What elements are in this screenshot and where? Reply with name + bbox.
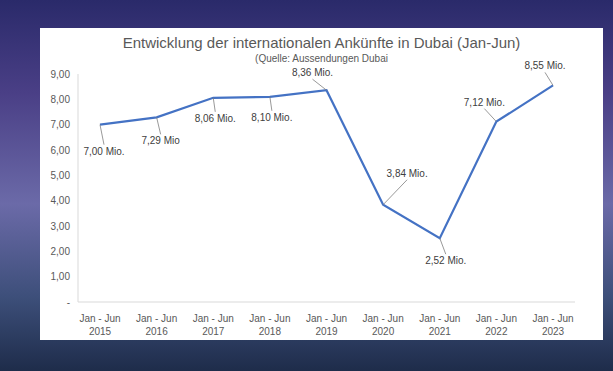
svg-text:8,55 Mio.: 8,55 Mio. xyxy=(524,60,565,71)
svg-text:2,00: 2,00 xyxy=(51,246,71,257)
svg-text:8,36 Mio.: 8,36 Mio. xyxy=(292,67,333,78)
svg-text:3,84 Mio.: 3,84 Mio. xyxy=(387,168,428,179)
svg-text:8,06 Mio.: 8,06 Mio. xyxy=(195,113,236,124)
svg-text:Jan - Jun2022: Jan - Jun2022 xyxy=(476,313,517,337)
svg-text:7,29 Mio: 7,29 Mio xyxy=(141,135,180,146)
svg-text:Jan - Jun2023: Jan - Jun2023 xyxy=(532,313,573,337)
svg-text:Jan - Jun2016: Jan - Jun2016 xyxy=(136,313,177,337)
svg-text:7,00: 7,00 xyxy=(51,119,71,130)
svg-text:9,00: 9,00 xyxy=(51,69,71,80)
svg-text:1,00: 1,00 xyxy=(51,271,71,282)
svg-text:Jan - Jun2018: Jan - Jun2018 xyxy=(249,313,290,337)
svg-text:8,10 Mio.: 8,10 Mio. xyxy=(251,112,292,123)
svg-text:8,00: 8,00 xyxy=(51,94,71,105)
html-text:Entwicklung der internationale: Entwicklung der internationalen Ankünfte… xyxy=(122,34,521,51)
svg-text:Jan - Jun2015: Jan - Jun2015 xyxy=(79,313,120,337)
svg-text:4,00: 4,00 xyxy=(51,195,71,206)
svg-text:5,00: 5,00 xyxy=(51,170,71,181)
svg-text:Jan - Jun2017: Jan - Jun2017 xyxy=(193,313,234,337)
svg-text:7,12 Mio.: 7,12 Mio. xyxy=(464,97,505,108)
svg-text:Jan - Jun2019: Jan - Jun2019 xyxy=(306,313,347,337)
html-text:(Quelle: Aussendungen Dubai: (Quelle: Aussendungen Dubai xyxy=(255,53,388,64)
svg-text:7,00 Mio.: 7,00 Mio. xyxy=(83,146,124,157)
svg-text:Jan - Jun2020: Jan - Jun2020 xyxy=(363,313,404,337)
svg-text:-: - xyxy=(67,297,70,308)
svg-text:2,52 Mio.: 2,52 Mio. xyxy=(425,255,466,266)
svg-text:Jan - Jun2021: Jan - Jun2021 xyxy=(419,313,460,337)
svg-text:6,00: 6,00 xyxy=(51,145,71,156)
svg-text:3,00: 3,00 xyxy=(51,221,71,232)
